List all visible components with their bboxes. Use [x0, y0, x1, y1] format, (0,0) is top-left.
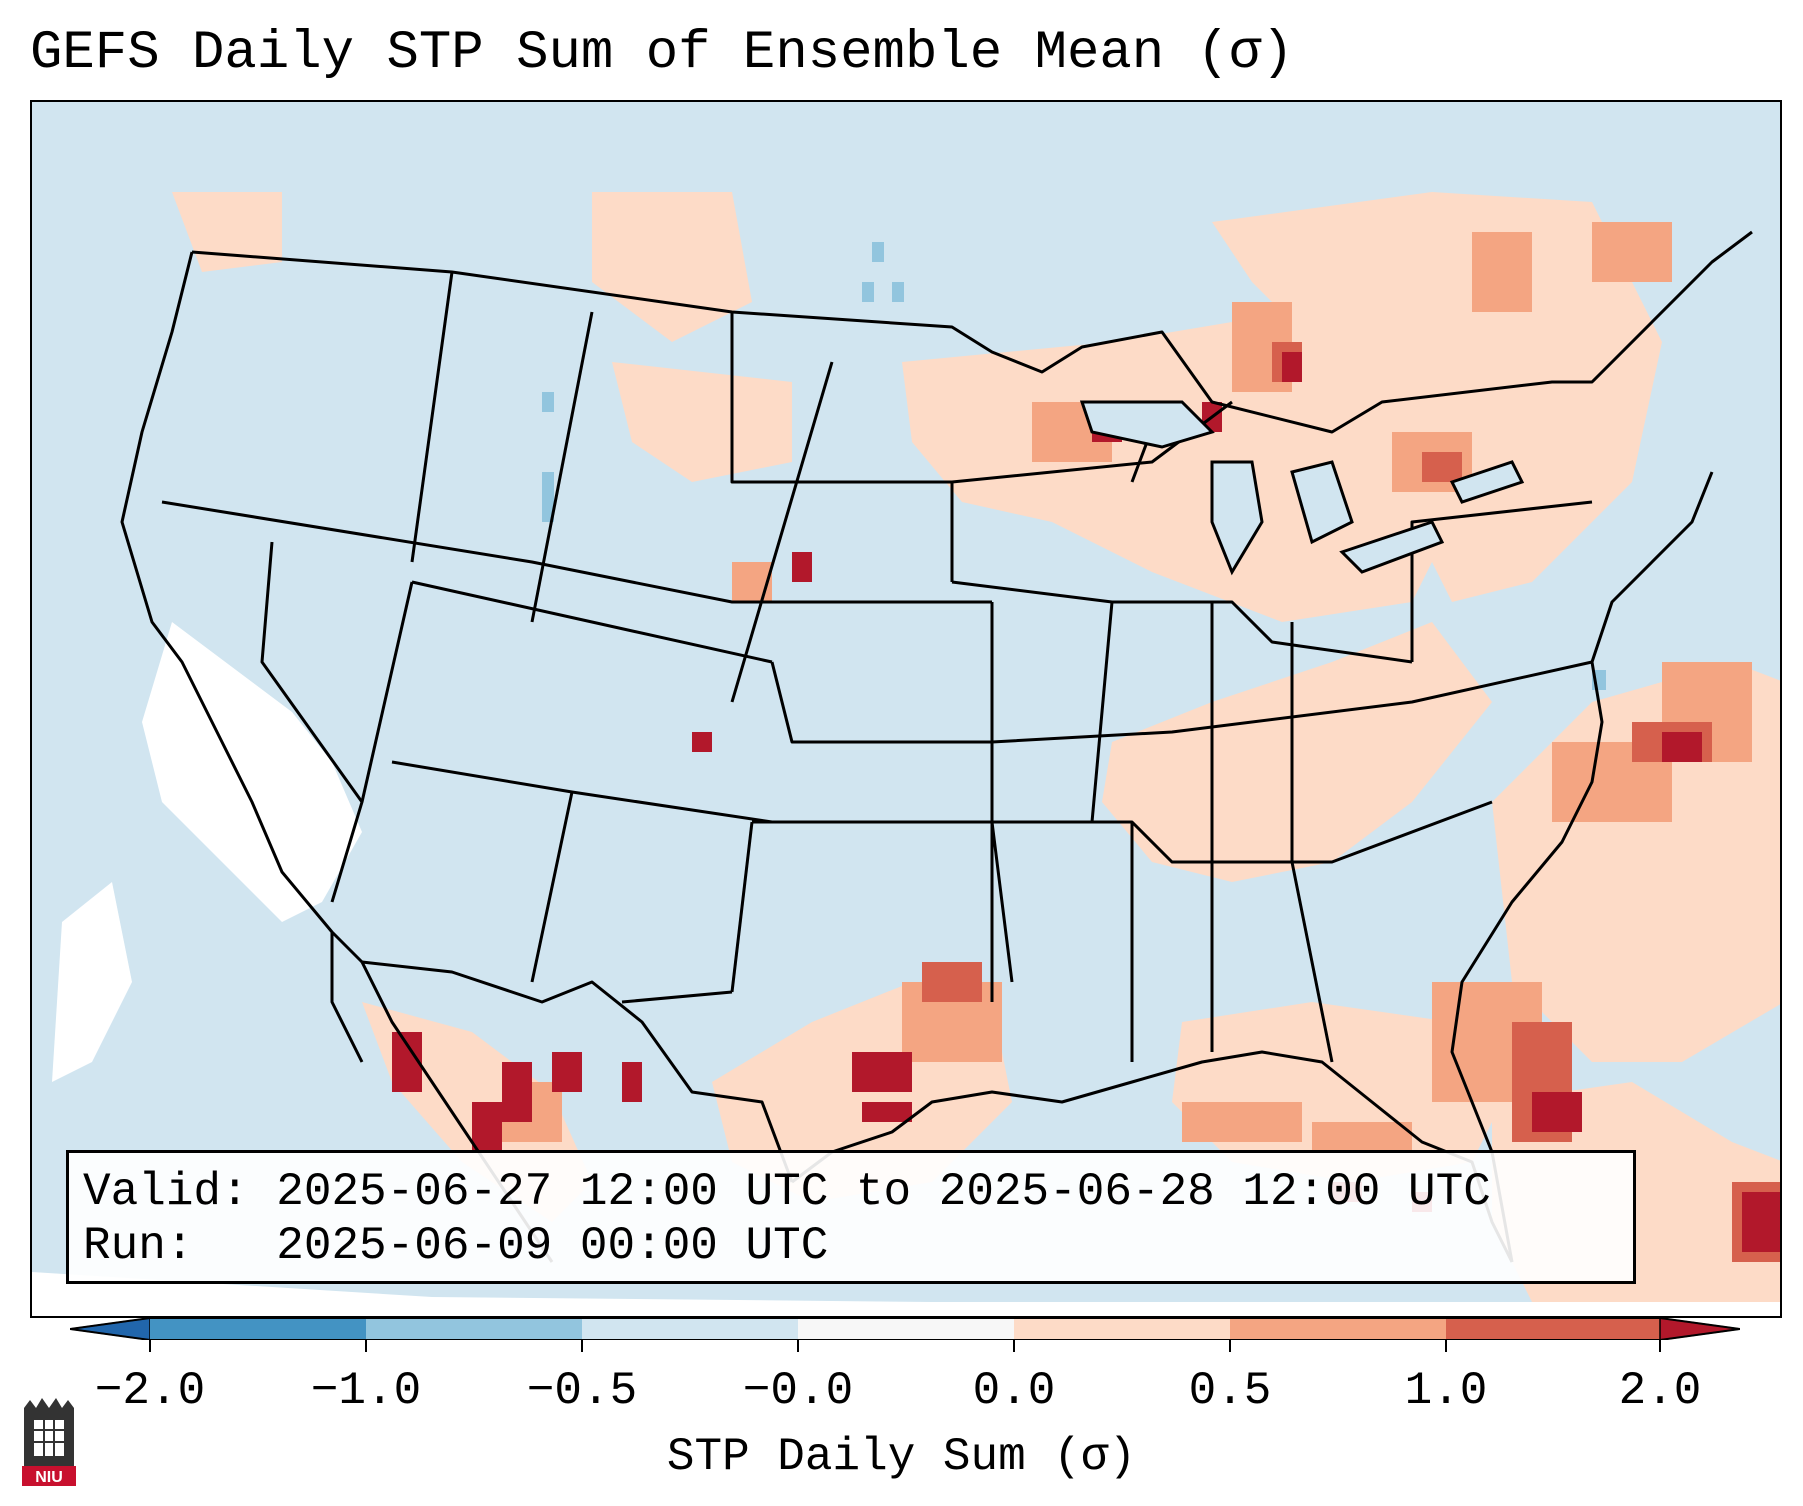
- neutral-regions: [32, 622, 1780, 1316]
- colorbar-tick: [149, 1340, 151, 1352]
- colorbar-bin-1: [150, 1318, 366, 1340]
- colorbar-bin-4: [798, 1318, 1014, 1340]
- colorbar-extend-low: [70, 1318, 151, 1340]
- extreme-positive-cells: [392, 352, 1780, 1252]
- colorbar-tick-label: 0.5: [1188, 1365, 1272, 1417]
- colorbar-tick: [581, 1340, 583, 1352]
- colorbar: [70, 1318, 1740, 1340]
- colorbar-tick-label: −2.0: [94, 1365, 206, 1417]
- colorbar-bin-5: [1014, 1318, 1230, 1340]
- colorbar-bin-7: [1446, 1318, 1660, 1340]
- colorbar-tick-label: −1.0: [310, 1365, 422, 1417]
- colorbar-tick-label: 1.0: [1404, 1365, 1488, 1417]
- info-box: Valid: 2025-06-27 12:00 UTC to 2025-06-2…: [66, 1150, 1636, 1284]
- map-title: GEFS Daily STP Sum of Ensemble Mean (σ): [30, 23, 1294, 84]
- valid-time: Valid: 2025-06-27 12:00 UTC to 2025-06-2…: [83, 1166, 1491, 1218]
- colorbar-tick: [1013, 1340, 1015, 1352]
- colorbar-tick: [1659, 1340, 1661, 1352]
- colorbar-bin-2: [366, 1318, 582, 1340]
- map-canvas: [32, 192, 1780, 1316]
- great-lakes: [1079, 400, 1525, 576]
- colorbar-bin-6: [1230, 1318, 1446, 1340]
- logo-text: NIU: [35, 1469, 63, 1486]
- colorbar-tick-label: −0.0: [742, 1365, 854, 1417]
- run-time: Run: 2025-06-09 00:00 UTC: [83, 1220, 829, 1272]
- colorbar-tick-label: 0.0: [972, 1365, 1056, 1417]
- map-panel: [30, 100, 1782, 1318]
- colorbar-tick: [365, 1340, 367, 1352]
- negative-cells: [542, 242, 1606, 690]
- colorbar-bin-3: [582, 1318, 798, 1340]
- colorbar-tick: [1445, 1340, 1447, 1352]
- colorbar-tick-label: 2.0: [1618, 1365, 1702, 1417]
- colorbar-extend-high: [1659, 1318, 1740, 1340]
- colorbar-tick: [797, 1340, 799, 1352]
- colorbar-tick: [1229, 1340, 1231, 1352]
- colorbar-tick-label: −0.5: [526, 1365, 638, 1417]
- niu-castle-icon: NIU: [22, 1398, 76, 1486]
- colorbar-label: STP Daily Sum (σ): [666, 1431, 1137, 1483]
